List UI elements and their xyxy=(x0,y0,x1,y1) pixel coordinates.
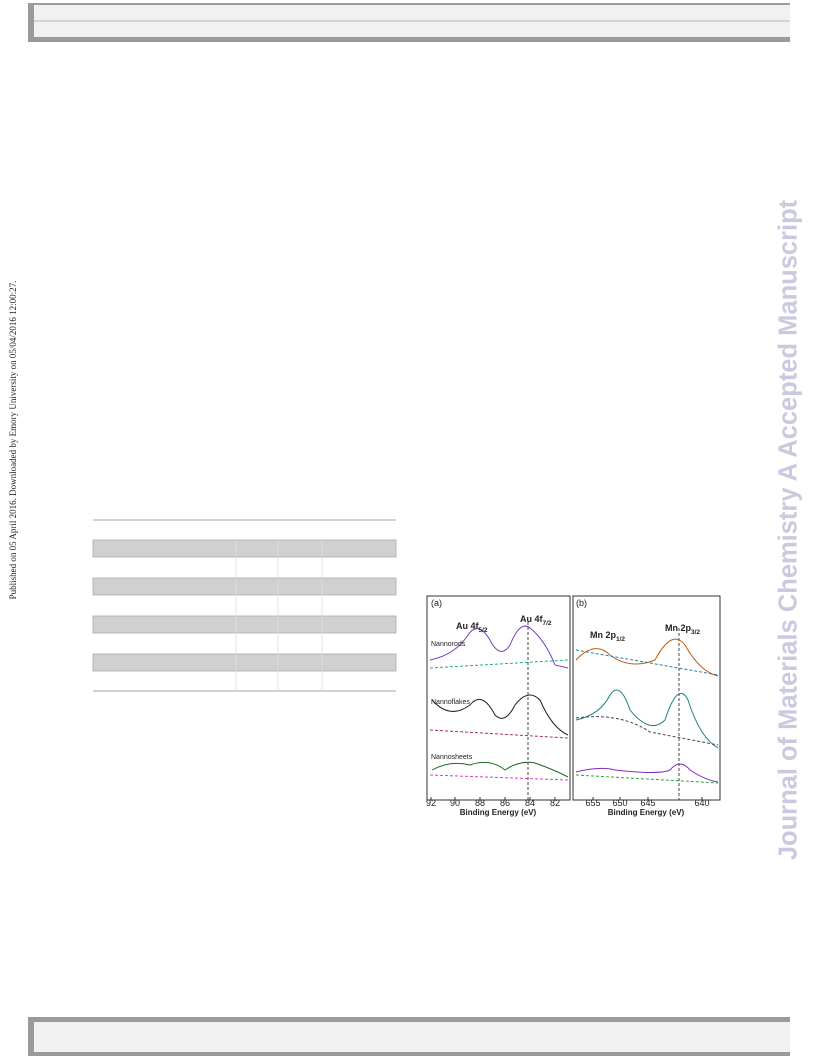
panel-label: (b) xyxy=(576,598,587,608)
sample-label: Nannosheets xyxy=(431,754,473,761)
peak-main: Au 4f xyxy=(520,614,544,624)
peak-sub: 3/2 xyxy=(691,629,700,636)
x-tick-label: 90 xyxy=(450,798,460,808)
x-tick-label: 82 xyxy=(550,798,560,808)
panel-b-frame xyxy=(572,595,721,801)
peak-label: Au 4f7/2 xyxy=(520,614,552,627)
x-tick-label: 655 xyxy=(585,798,600,808)
sample-label: Nannorods xyxy=(431,641,466,648)
x-tick-label: 650 xyxy=(612,798,627,808)
header-bar xyxy=(28,3,790,42)
xps-figure: (a)Au 4f5/2Au 4f7/2NannorodsNannoflakesN… xyxy=(426,595,721,817)
x-tick-label: 640 xyxy=(694,798,709,808)
x-axis-label: Binding Energy (eV) xyxy=(460,808,537,817)
x-axis-label: Binding Energy (eV) xyxy=(608,808,685,817)
peak-main: Au 4f xyxy=(456,621,480,631)
peak-main: Mn 2p xyxy=(590,630,617,640)
table xyxy=(92,519,397,692)
peak-main: Mn 2p xyxy=(665,623,692,633)
panel-label: (a) xyxy=(431,598,442,608)
x-tick-label: 88 xyxy=(475,798,485,808)
spectra-b xyxy=(575,628,719,800)
x-tick-label: 92 xyxy=(426,798,436,808)
x-tick-label: 645 xyxy=(640,798,655,808)
spectra-a xyxy=(429,622,569,800)
peak-sub: 7/2 xyxy=(543,620,552,627)
peak-sub: 1/2 xyxy=(616,636,625,643)
peak-label: Mn 2p3/2 xyxy=(665,623,700,636)
peak-label: Mn 2p1/2 xyxy=(590,630,625,643)
x-tick-label: 84 xyxy=(525,798,535,808)
watermark: Journal of Materials Chemistry A Accepte… xyxy=(775,199,803,860)
peak-sub: 5/2 xyxy=(479,627,488,634)
side-note: Published on 05 April 2016. Downloaded b… xyxy=(8,281,18,600)
sample-label: Nannoflakes xyxy=(431,699,470,706)
footer-bar xyxy=(28,1017,790,1056)
peak-label: Au 4f5/2 xyxy=(456,621,488,634)
x-tick-label: 86 xyxy=(500,798,510,808)
